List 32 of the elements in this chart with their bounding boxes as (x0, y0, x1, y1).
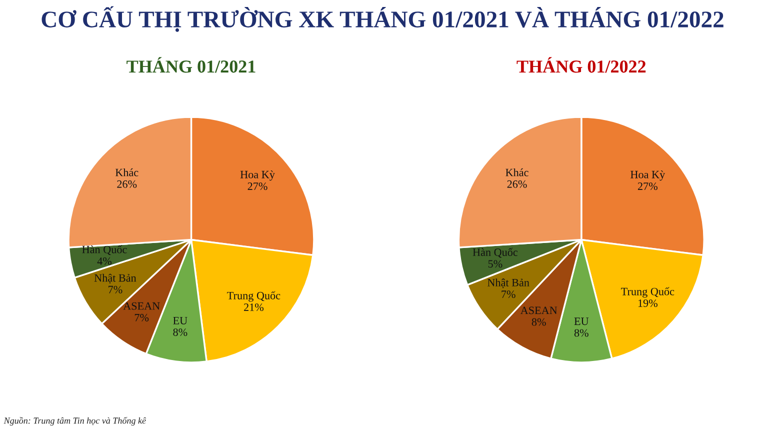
slice-label: ASEAN (520, 306, 558, 314)
data-label: 7% (108, 286, 122, 294)
slice-label: Trung Quốc (227, 291, 280, 302)
slice-label: Khác (115, 168, 138, 176)
slice-label: Hoa Kỳ (240, 170, 275, 181)
slice-label: Khác (506, 168, 528, 176)
data-label: 19% (638, 299, 658, 307)
data-label: 26% (117, 180, 137, 188)
slice-label: Hoa Kỳ (630, 170, 666, 181)
data-label: 7% (502, 290, 516, 298)
slice-label: Nhật Bản (94, 274, 136, 284)
slice-label: Nhật Bản (488, 278, 530, 288)
text: CƠ CẤU THỊ TRƯỜNG XK THÁNG 01/2021 VÀ THÁNG 01/2022 (42, 6, 724, 32)
slice-label: Hàn Quốc (472, 248, 518, 258)
slice-label: Trung Quốc (621, 287, 674, 298)
chart-title: THÁNG 01/2021 (126, 57, 256, 73)
data-label: 8% (173, 328, 188, 336)
data-label: 21% (244, 304, 264, 312)
data-label: 4% (97, 257, 112, 265)
slice-label: Hàn Quốc (82, 245, 127, 255)
data-label: 5% (488, 260, 502, 268)
data-label: 8% (532, 318, 546, 326)
data-label: 26% (507, 180, 527, 188)
slice-label: ASEAN (123, 302, 160, 310)
data-label: 27% (638, 182, 658, 190)
data-label: 27% (248, 182, 268, 190)
chart-title: THÁNG 01/2022 (516, 57, 646, 73)
text: Nguồn: Trung tâm Tin học và Thống kê (4, 417, 146, 426)
slice-label: EU (574, 318, 589, 326)
data-label: 7% (134, 314, 149, 322)
data-label: 8% (574, 329, 588, 337)
slice-label: EU (173, 316, 188, 324)
